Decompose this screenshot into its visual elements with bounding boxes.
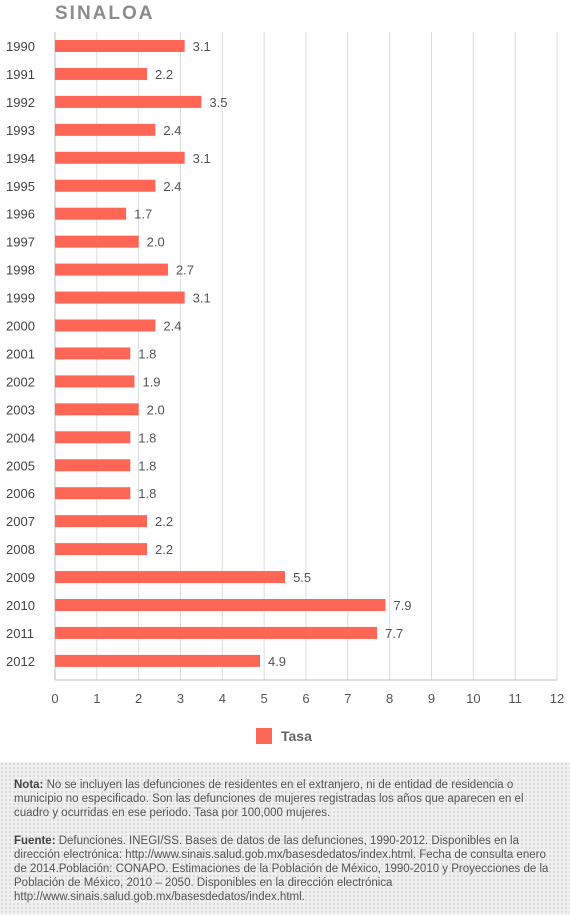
x-tick-label: 2 xyxy=(135,691,142,706)
note-paragraph: Nota: No se incluyen las defunciones de … xyxy=(14,778,560,820)
y-tick-label: 1998 xyxy=(6,263,35,278)
bar xyxy=(55,599,386,611)
y-tick-label: 1993 xyxy=(6,123,35,138)
x-tick-label: 11 xyxy=(508,691,522,706)
y-tick-label: 2008 xyxy=(6,542,35,557)
legend-label: Tasa xyxy=(281,728,312,744)
y-axis-labels: 1990 1991 1992 1993 1994 1995 1996 1997 1998 1999… xyxy=(6,39,35,669)
source-text: Defunciones. INEGI/SS. Bases de datos de… xyxy=(14,835,549,903)
x-axis-labels: 0 1 2 3 4 5 6 7 8 9 10 11 12 xyxy=(51,691,564,706)
x-tick-label: 8 xyxy=(386,691,393,706)
x-tick-label: 10 xyxy=(466,691,480,706)
data-label: 3.1 xyxy=(193,291,211,306)
bar xyxy=(55,487,131,500)
y-tick-label: 2004 xyxy=(6,430,35,445)
data-label: 2.4 xyxy=(163,123,181,138)
y-tick-label: 1997 xyxy=(6,235,35,250)
x-tick-label: 1 xyxy=(93,691,100,706)
data-label: 3.5 xyxy=(209,95,227,110)
bar xyxy=(55,263,168,276)
x-tick-label: 6 xyxy=(302,691,309,706)
source-label: Fuente: xyxy=(14,835,56,847)
y-tick-label: 2003 xyxy=(6,402,35,417)
bar xyxy=(55,67,148,80)
y-tick-label: 2011 xyxy=(6,626,34,641)
footer-notes: Nota: No se incluyen las defunciones de … xyxy=(0,762,570,915)
bar xyxy=(55,654,260,667)
x-tick-label: 5 xyxy=(261,691,268,706)
data-label: 2.0 xyxy=(147,402,165,417)
data-label: 2.2 xyxy=(155,67,173,82)
bar xyxy=(55,179,156,192)
data-label: 1.8 xyxy=(138,458,156,473)
y-tick-label: 2006 xyxy=(6,486,35,501)
y-tick-label: 1992 xyxy=(6,95,35,110)
y-tick-label: 2002 xyxy=(6,374,35,389)
chart-title: SINALOA xyxy=(55,3,155,24)
y-tick-label: 2001 xyxy=(6,346,35,361)
y-tick-label: 2010 xyxy=(6,598,35,613)
x-tick-label: 9 xyxy=(428,691,435,706)
bar xyxy=(55,515,148,528)
data-label: 5.5 xyxy=(293,570,311,585)
data-label: 4.9 xyxy=(268,654,286,669)
bar xyxy=(55,207,127,220)
data-label: 7.9 xyxy=(393,598,411,613)
data-label: 1.8 xyxy=(138,486,156,501)
y-tick-label: 1996 xyxy=(6,207,35,222)
bar xyxy=(55,571,286,584)
x-tick-label: 0 xyxy=(51,691,58,706)
bar xyxy=(55,543,148,556)
y-tick-label: 1994 xyxy=(6,151,35,166)
source-paragraph: Fuente: Defunciones. INEGI/SS. Bases de … xyxy=(14,834,560,904)
data-label: 1.8 xyxy=(138,346,156,361)
y-tick-label: 1995 xyxy=(6,179,35,194)
x-tick-label: 12 xyxy=(550,691,564,706)
y-tick-label: 2009 xyxy=(6,570,35,585)
bar xyxy=(55,431,131,444)
x-tick-label: 7 xyxy=(344,691,351,706)
bar xyxy=(55,123,156,136)
y-tick-label: 2000 xyxy=(6,319,35,334)
data-label: 7.7 xyxy=(385,626,403,641)
value-labels: 3.1 2.2 3.5 2.4 3.1 2.4 1.7 2.0 2.7 3.1 2.4 1.8 1.9 2… xyxy=(134,39,411,669)
data-label: 3.1 xyxy=(193,39,211,54)
bar xyxy=(55,291,185,304)
legend: Tasa xyxy=(256,728,312,744)
note-label: Nota: xyxy=(14,779,44,791)
bar xyxy=(55,235,139,248)
bar xyxy=(55,319,156,332)
x-tick-label: 3 xyxy=(177,691,184,706)
y-tick-label: 1991 xyxy=(6,67,35,82)
data-label: 1.8 xyxy=(138,430,156,445)
y-tick-label: 2005 xyxy=(6,458,35,473)
bar-chart: 1990 1991 1992 1993 1994 1995 1996 1997 1998 1999… xyxy=(6,32,564,706)
data-label: 2.4 xyxy=(163,179,181,194)
data-label: 2.0 xyxy=(147,235,165,250)
y-tick-label: 2007 xyxy=(6,514,35,529)
legend-swatch xyxy=(256,728,272,744)
bar xyxy=(55,347,131,360)
bar xyxy=(55,375,135,388)
data-label: 2.7 xyxy=(176,263,194,278)
data-label: 1.9 xyxy=(142,374,160,389)
data-label: 2.4 xyxy=(163,319,181,334)
data-label: 3.1 xyxy=(193,151,211,166)
data-label: 1.7 xyxy=(134,207,152,222)
y-tick-label: 1999 xyxy=(6,291,35,306)
y-tick-label: 1990 xyxy=(6,39,35,54)
y-tick-label: 2012 xyxy=(6,654,35,669)
data-label: 2.2 xyxy=(155,514,173,529)
bar xyxy=(55,151,185,164)
data-label: 2.2 xyxy=(155,542,173,557)
bars xyxy=(55,40,386,667)
bar xyxy=(55,403,139,416)
bar xyxy=(55,95,202,108)
bar xyxy=(55,459,131,472)
note-text: No se incluyen las defunciones de reside… xyxy=(14,779,524,819)
bar xyxy=(55,40,185,52)
x-tick-label: 4 xyxy=(219,691,226,706)
bar xyxy=(55,626,378,639)
